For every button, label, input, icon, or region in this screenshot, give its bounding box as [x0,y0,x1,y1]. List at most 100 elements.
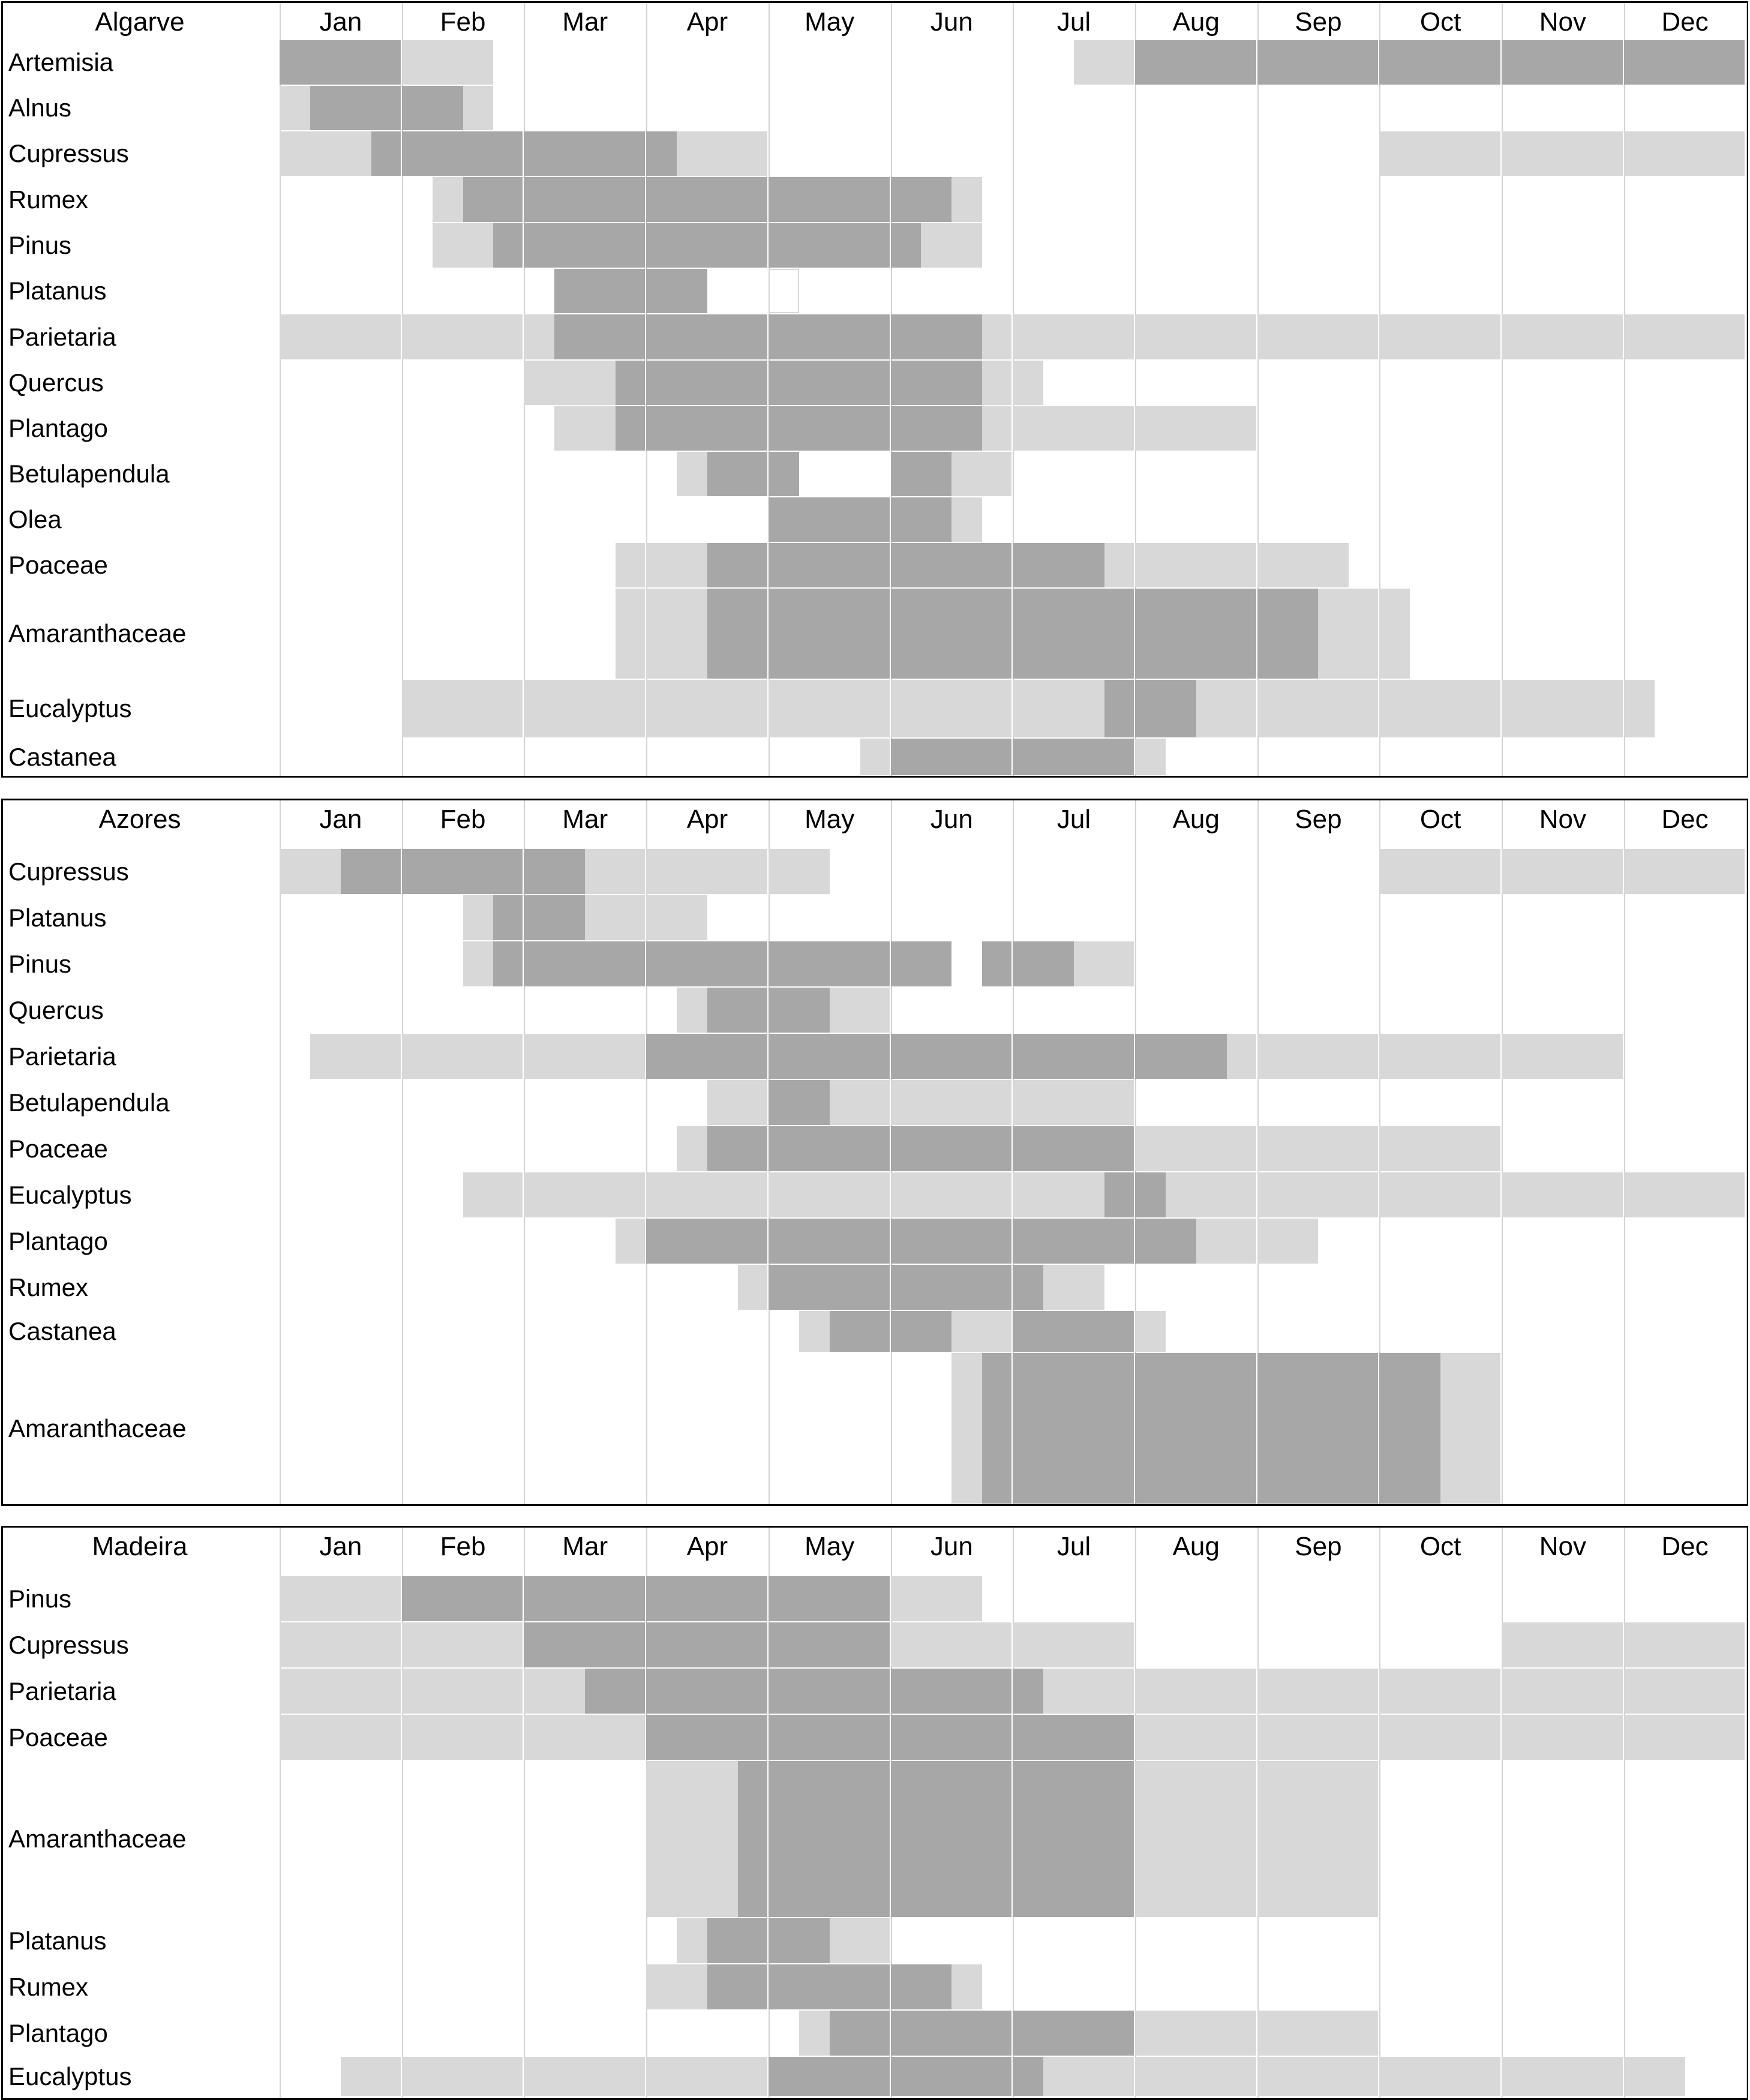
taxon-label-platanus: Platanus [8,1926,107,1955]
month-gridline-seam [1622,800,1624,1504]
pollen-segment-high-artemisia [1134,40,1746,85]
pollen-segment-high-quercus [616,361,983,405]
month-gridline-seam [400,1528,402,2098]
taxon-label-rumex: Rumex [8,1273,89,1301]
month-label-apr: Apr [686,805,728,834]
pollen-segment-low-castanea [1134,1311,1166,1352]
pollen-segment-low-castanea [951,1311,1013,1352]
month-label-jun: Jun [930,1532,973,1561]
month-gridline-seam [278,800,280,1504]
month-gridline-seam [889,1528,891,2098]
month-label-aug: Aug [1172,1532,1220,1561]
month-label-oct: Oct [1419,7,1461,37]
month-gridline-seam [645,3,647,776]
pollen-segment-high-poaceae [707,1126,1135,1171]
month-label-jul: Jul [1056,805,1091,834]
taxon-label-rumex: Rumex [8,185,89,214]
month-gridline [280,800,281,1504]
month-gridline-seam [1011,1528,1013,2098]
pollen-segment-high-plantago [829,2011,1135,2056]
pollen-segment-low-rumex [951,1964,983,2009]
taxon-label-amaranthaceae: Amaranthaceae [8,1825,187,1853]
taxon-label-cupressus: Cupressus [8,857,129,886]
month-gridline [1746,3,1748,776]
month-gridline [1502,3,1503,776]
pollen-segment-low-cupressus [1379,849,1746,894]
month-label-may: May [805,805,855,834]
month-label-aug: Aug [1172,7,1220,37]
month-gridline [280,1528,281,2098]
month-gridline [1746,1528,1748,2098]
pollen-segment-low-pinus [1074,941,1135,986]
taxon-label-plantago: Plantago [8,414,108,442]
pollen-segment-low-parietaria [280,1669,586,1714]
pollen-segment-low-parietaria [280,314,555,359]
pollen-segment-high-cupressus [524,1622,891,1667]
month-gridline-seam [1133,3,1135,776]
month-gridline [646,800,648,1504]
taxon-label-olea: Olea [8,505,62,533]
pollen-segment-low-rumex [1043,1265,1104,1310]
month-label-feb: Feb [440,1532,486,1561]
month-gridline [1379,1528,1381,2098]
pollen-segment-low-pinus [432,223,494,268]
pollen-segment-low-rumex [737,1265,769,1310]
panel-title-algarve: Algarve [95,7,185,37]
taxon-label-poaceae: Poaceae [8,1134,108,1163]
pollen-segment-high-alnus [310,86,463,130]
month-label-sep: Sep [1295,7,1342,37]
month-label-nov: Nov [1539,7,1586,37]
month-gridline-seam [1133,1528,1135,2098]
taxon-label-amaranthaceae: Amaranthaceae [8,619,187,647]
month-gridline [1746,800,1748,1504]
month-label-apr: Apr [686,7,728,37]
month-gridline-seam [1622,1528,1624,2098]
month-label-dec: Dec [1661,7,1709,37]
pollen-segment-low-amaranthaceae [951,1353,983,1504]
taxon-label-pinus: Pinus [8,231,72,259]
month-gridline-seam [523,1528,524,2098]
pollen-segment-low-poaceae [280,1715,647,1760]
taxon-label-platanus: Platanus [8,903,107,932]
taxon-label-eucalyptus: Eucalyptus [8,694,132,722]
pollen-segment-low-parietaria [1043,1669,1746,1714]
month-gridline-seam [1256,800,1257,1504]
pollen-segment-low-artemisia [1074,40,1135,85]
pollen-segment-low-castanea [1134,739,1166,775]
month-gridline [401,800,403,1504]
pollen-segment-low-parietaria [1226,1034,1624,1079]
taxon-label-alnus: Alnus [8,94,72,122]
month-gridline-seam [400,800,402,1504]
month-gridline-seam [1500,1528,1502,2098]
month-label-dec: Dec [1661,805,1709,834]
pollen-segment-low-cupressus [280,131,371,176]
month-gridline-seam [767,3,769,776]
month-label-may: May [805,1532,855,1561]
month-gridline-seam [1011,3,1013,776]
pollen-segment-high-castanea [890,739,1135,775]
pollen-segment-high-platanus [554,269,707,313]
pollen-segment-low-poaceae [1134,1126,1502,1171]
pollen-segment-low-amaranthaceae [646,1761,738,1917]
pollen-segment-low-cupressus [280,849,341,894]
month-gridline-seam [1011,800,1013,1504]
taxon-label-cupressus: Cupressus [8,1630,129,1659]
month-gridline [1257,3,1259,776]
month-label-aug: Aug [1172,805,1220,834]
panel-title-azores: Azores [98,805,181,834]
pollen-segment-low-pinus [890,1576,983,1621]
month-gridline-seam [1378,3,1380,776]
month-gridline [401,3,403,776]
pollen-segment-low-plantago [554,406,616,451]
pollen-segment-high-pinus [982,941,1074,986]
pollen-segment-low-quercus [524,361,616,405]
taxon-label-cupressus: Cupressus [8,139,129,167]
pollen-segment-low-parietaria [310,1034,647,1079]
pollen-segment-low-castanea [799,1311,830,1352]
month-label-mar: Mar [562,7,608,37]
taxon-label-castanea: Castanea [8,1317,116,1345]
pollen-segment-low-poaceae [1134,1715,1746,1760]
pollen-segment-low-cupressus [1379,131,1746,176]
month-label-nov: Nov [1539,1532,1586,1561]
